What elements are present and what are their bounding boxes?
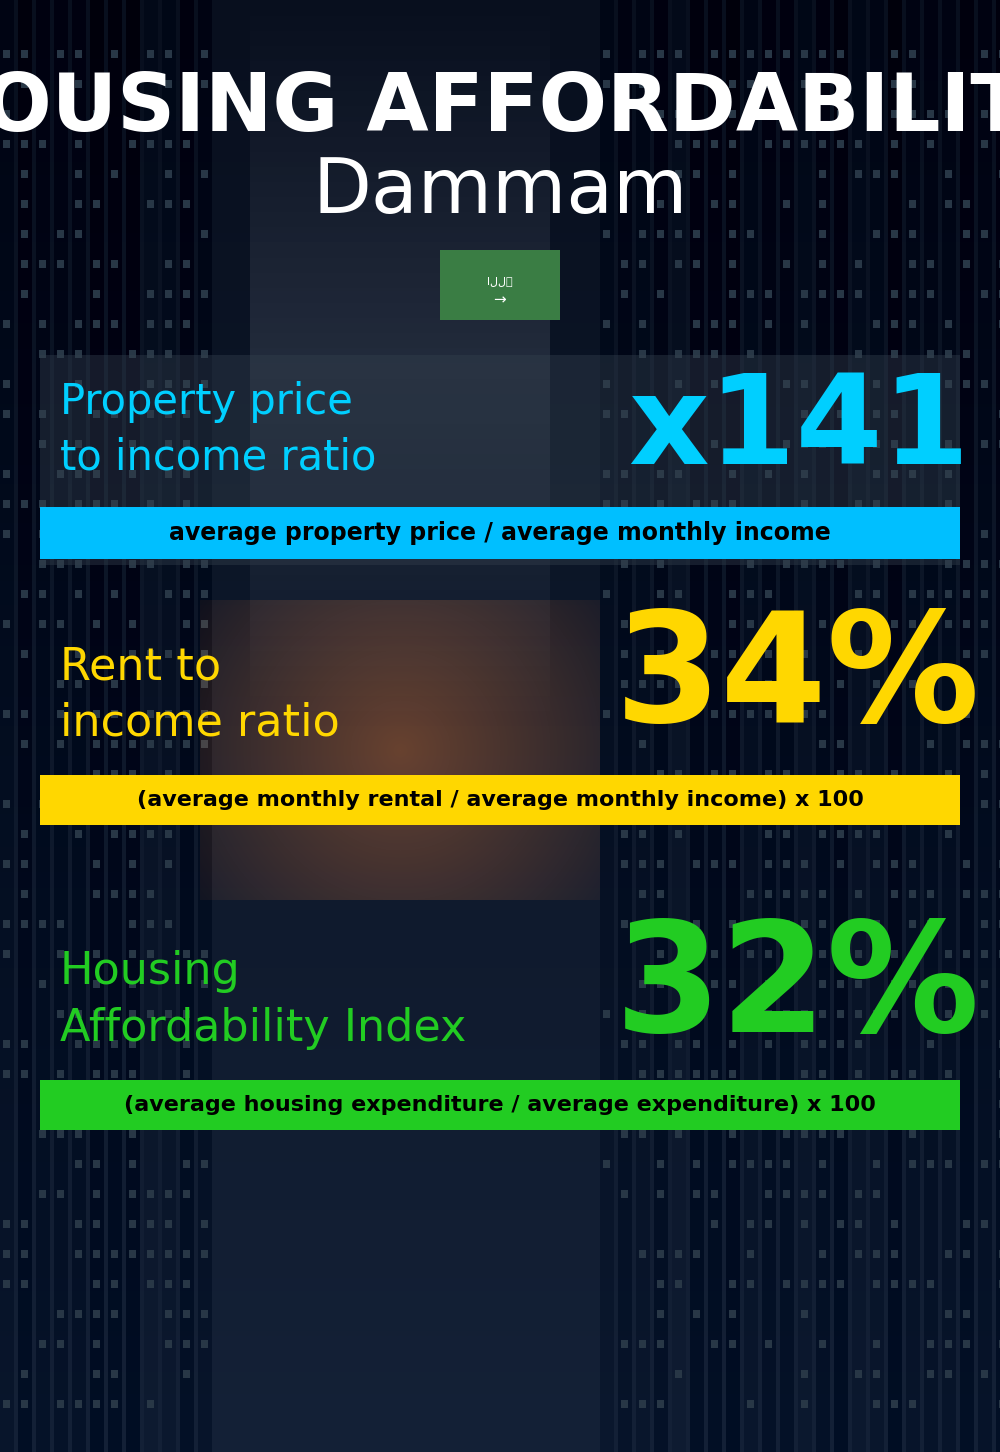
FancyBboxPatch shape — [440, 250, 560, 319]
Text: Property price
to income ratio: Property price to income ratio — [60, 382, 376, 479]
Text: 34%: 34% — [614, 605, 980, 755]
Text: 32%: 32% — [614, 916, 980, 1064]
Text: x141: x141 — [629, 369, 970, 491]
Text: Housing
Affordability Index: Housing Affordability Index — [60, 950, 466, 1050]
Text: (average monthly rental / average monthly income) x 100: (average monthly rental / average monthl… — [137, 790, 863, 810]
Text: Rent to
income ratio: Rent to income ratio — [60, 645, 340, 745]
FancyBboxPatch shape — [40, 507, 960, 559]
FancyBboxPatch shape — [40, 1080, 960, 1130]
Text: →: → — [494, 293, 506, 308]
FancyBboxPatch shape — [40, 775, 960, 825]
Text: اللہ: اللہ — [487, 276, 513, 286]
FancyBboxPatch shape — [40, 354, 960, 565]
Text: Dammam: Dammam — [312, 155, 688, 229]
Text: (average housing expenditure / average expenditure) x 100: (average housing expenditure / average e… — [124, 1095, 876, 1115]
Text: HOUSING AFFORDABILITY: HOUSING AFFORDABILITY — [0, 70, 1000, 148]
Text: average property price / average monthly income: average property price / average monthly… — [169, 521, 831, 544]
